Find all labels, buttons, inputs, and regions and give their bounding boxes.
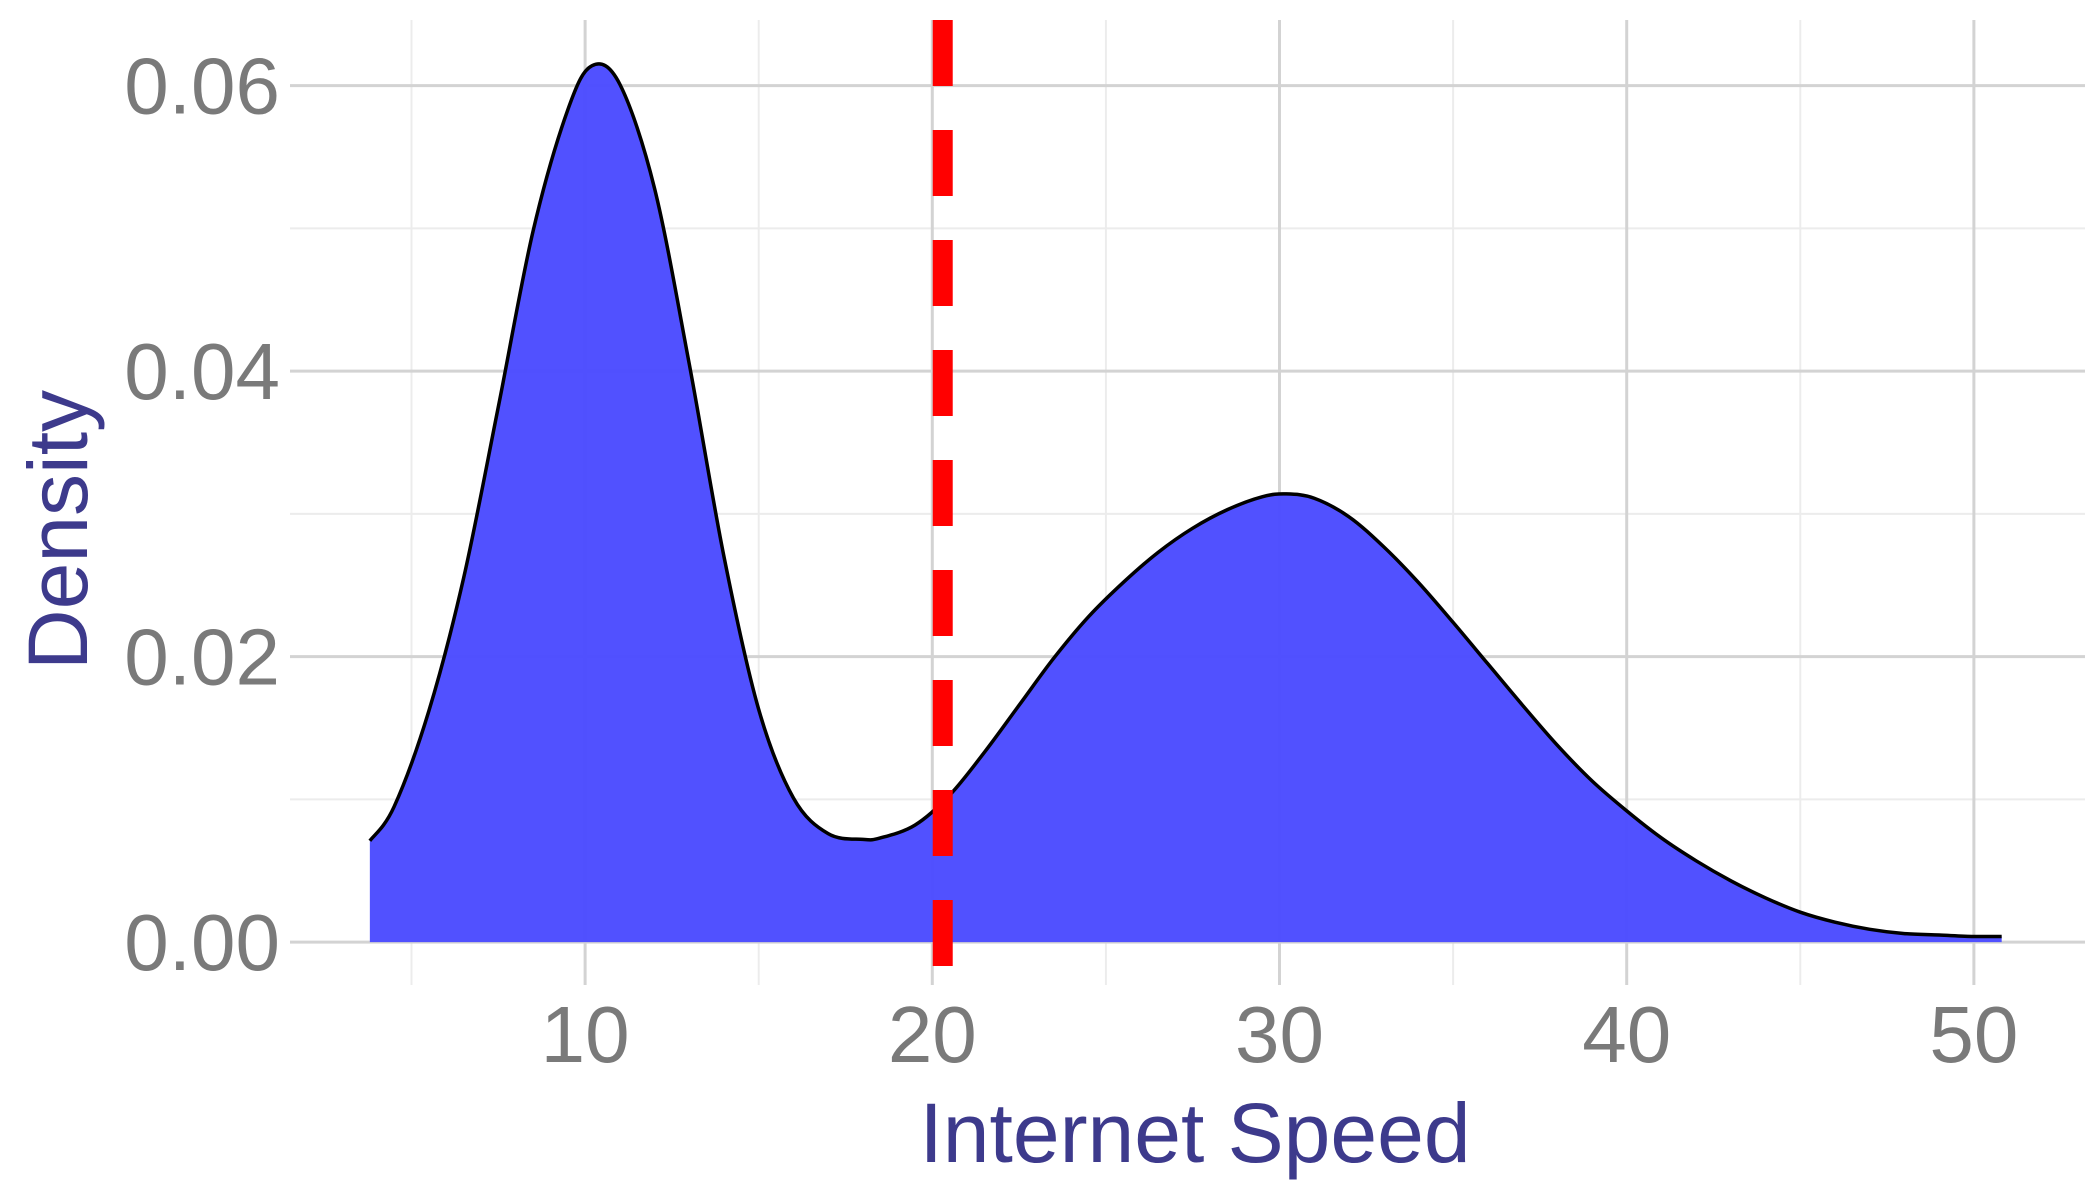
y-axis-title: Density [11, 390, 105, 670]
y-tick-label: 0.06 [124, 42, 280, 131]
x-axis-title: Internet Speed [919, 1086, 1470, 1180]
x-tick-label: 10 [541, 990, 630, 1079]
y-tick-label: 0.00 [124, 898, 280, 987]
x-tick-label: 40 [1582, 990, 1671, 1079]
plot-area [368, 62, 2002, 943]
y-tick-label: 0.04 [124, 327, 280, 416]
density-area [369, 63, 2002, 943]
y-axis-ticks: 0.00 0.02 0.04 0.06 [124, 42, 280, 988]
y-tick-label: 0.02 [124, 613, 280, 702]
x-axis-ticks: 10 20 30 40 50 [541, 990, 2019, 1079]
density-curve [368, 62, 2002, 939]
x-tick-label: 50 [1929, 990, 2018, 1079]
x-tick-label: 20 [888, 990, 977, 1079]
x-tick-label: 30 [1235, 990, 1324, 1079]
